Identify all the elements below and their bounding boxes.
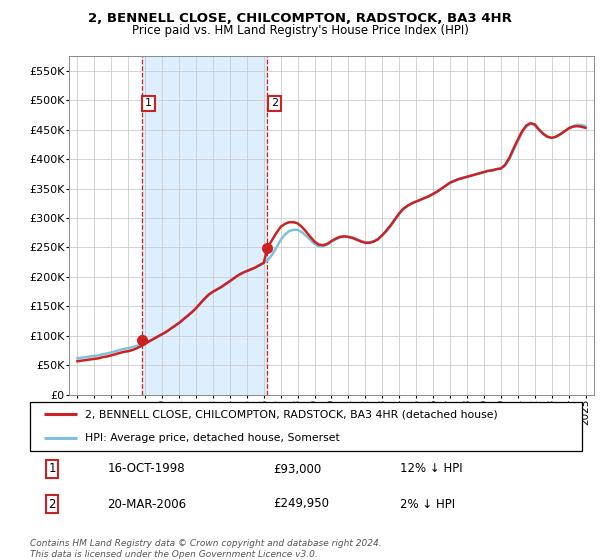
Text: £93,000: £93,000 <box>273 463 321 475</box>
Text: 12% ↓ HPI: 12% ↓ HPI <box>400 463 463 475</box>
Text: 1: 1 <box>145 99 152 109</box>
Text: 20-MAR-2006: 20-MAR-2006 <box>107 497 187 511</box>
Text: 2, BENNELL CLOSE, CHILCOMPTON, RADSTOCK, BA3 4HR (detached house): 2, BENNELL CLOSE, CHILCOMPTON, RADSTOCK,… <box>85 409 498 419</box>
Text: 1: 1 <box>49 463 56 475</box>
Text: Price paid vs. HM Land Registry's House Price Index (HPI): Price paid vs. HM Land Registry's House … <box>131 24 469 36</box>
Text: 2: 2 <box>271 99 278 109</box>
Text: 2, BENNELL CLOSE, CHILCOMPTON, RADSTOCK, BA3 4HR: 2, BENNELL CLOSE, CHILCOMPTON, RADSTOCK,… <box>88 12 512 25</box>
Text: £249,950: £249,950 <box>273 497 329 511</box>
Bar <box>142 56 268 395</box>
Text: 2: 2 <box>49 497 56 511</box>
Text: HPI: Average price, detached house, Somerset: HPI: Average price, detached house, Some… <box>85 433 340 443</box>
Text: 16-OCT-1998: 16-OCT-1998 <box>107 463 185 475</box>
Text: Contains HM Land Registry data © Crown copyright and database right 2024.
This d: Contains HM Land Registry data © Crown c… <box>30 539 382 559</box>
Text: 2% ↓ HPI: 2% ↓ HPI <box>400 497 455 511</box>
